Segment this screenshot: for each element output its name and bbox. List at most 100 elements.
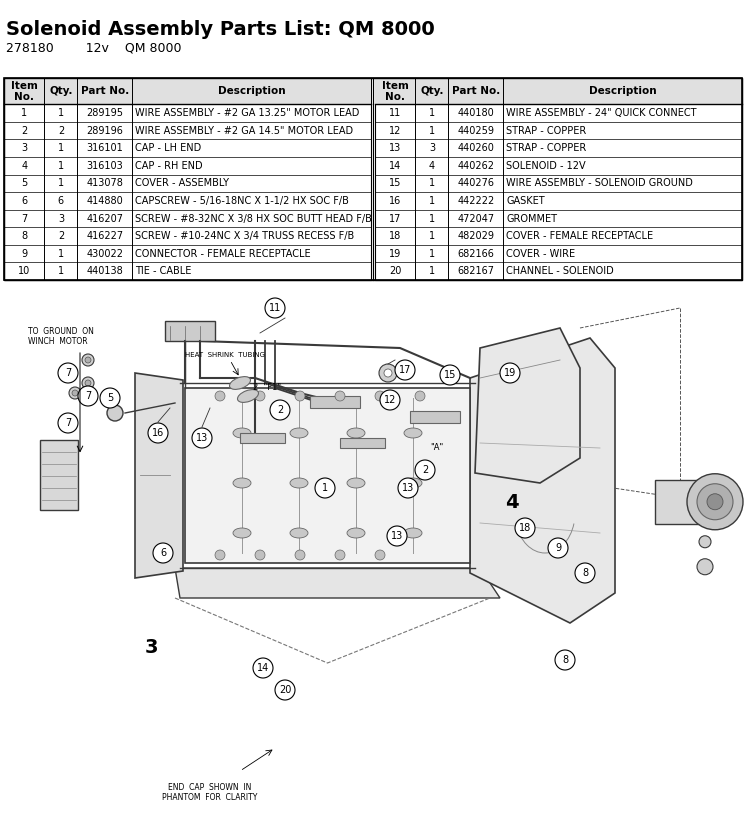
- Circle shape: [515, 518, 535, 538]
- Circle shape: [82, 377, 94, 389]
- Text: 14: 14: [257, 663, 269, 673]
- Text: 7: 7: [65, 368, 71, 378]
- Text: Item
No.: Item No.: [382, 80, 409, 101]
- Text: 16: 16: [389, 196, 401, 206]
- Text: 440262: 440262: [457, 161, 495, 171]
- Text: 316101: 316101: [87, 143, 123, 153]
- Text: 8: 8: [562, 655, 568, 665]
- Text: 20: 20: [279, 685, 291, 695]
- Text: 2: 2: [57, 231, 64, 241]
- Text: 6: 6: [21, 196, 28, 206]
- Circle shape: [78, 386, 98, 406]
- Text: WIRE ASSEMBLY - 24" QUICK CONNECT: WIRE ASSEMBLY - 24" QUICK CONNECT: [507, 108, 697, 118]
- Text: CAPSCREW - 5/16-18NC X 1-1/2 HX SOC F/B: CAPSCREW - 5/16-18NC X 1-1/2 HX SOC F/B: [136, 196, 349, 206]
- Ellipse shape: [347, 428, 365, 438]
- Text: 19: 19: [504, 368, 516, 378]
- Circle shape: [192, 428, 212, 448]
- Polygon shape: [470, 338, 615, 623]
- Text: 16: 16: [152, 428, 164, 438]
- Text: 17: 17: [389, 214, 401, 224]
- Circle shape: [387, 526, 407, 546]
- Polygon shape: [475, 328, 580, 483]
- Text: 18: 18: [389, 231, 401, 241]
- Text: 430022: 430022: [87, 249, 123, 259]
- Text: 1: 1: [429, 126, 435, 136]
- Text: 316103: 316103: [87, 161, 123, 171]
- Text: SCREW - #10-24NC X 3/4 TRUSS RECESS F/B: SCREW - #10-24NC X 3/4 TRUSS RECESS F/B: [136, 231, 354, 241]
- Text: SCREW - #8-32NC X 3/8 HX SOC BUTT HEAD F/B: SCREW - #8-32NC X 3/8 HX SOC BUTT HEAD F…: [136, 214, 372, 224]
- Text: CONNECTOR - FEMALE RECEPTACLE: CONNECTOR - FEMALE RECEPTACLE: [136, 249, 311, 259]
- Polygon shape: [135, 373, 183, 578]
- Text: 7: 7: [21, 214, 28, 224]
- Text: 440259: 440259: [457, 126, 495, 136]
- Text: 2: 2: [57, 126, 64, 136]
- Text: 278180        12v    QM 8000: 278180 12v QM 8000: [6, 42, 181, 55]
- Text: 6: 6: [160, 548, 166, 558]
- Circle shape: [85, 380, 91, 386]
- Text: CAP - RH END: CAP - RH END: [136, 161, 203, 171]
- Text: 1: 1: [322, 483, 328, 493]
- Bar: [310, 396, 360, 408]
- Ellipse shape: [233, 528, 251, 538]
- Text: 1: 1: [21, 108, 28, 118]
- Text: CAP - LH END: CAP - LH END: [136, 143, 201, 153]
- Circle shape: [687, 473, 743, 530]
- Circle shape: [82, 354, 94, 366]
- Text: 9: 9: [21, 249, 28, 259]
- Text: 289196: 289196: [87, 126, 123, 136]
- Circle shape: [398, 478, 418, 498]
- Circle shape: [69, 387, 81, 399]
- Circle shape: [335, 550, 345, 560]
- Bar: [375, 78, 742, 280]
- Text: 3: 3: [145, 638, 158, 657]
- Text: 4: 4: [21, 161, 28, 171]
- Text: 2: 2: [277, 405, 283, 415]
- Text: 3: 3: [58, 214, 64, 224]
- Text: 10: 10: [18, 266, 31, 277]
- Text: 1: 1: [429, 249, 435, 259]
- Text: 1: 1: [58, 143, 64, 153]
- Circle shape: [107, 405, 123, 421]
- Text: 682167: 682167: [457, 266, 495, 277]
- Circle shape: [148, 423, 168, 443]
- Text: 1: 1: [429, 196, 435, 206]
- Circle shape: [575, 563, 595, 583]
- Bar: [165, 321, 215, 341]
- Text: Qty.: Qty.: [420, 86, 444, 96]
- Text: 1: 1: [429, 266, 435, 277]
- Circle shape: [395, 360, 415, 380]
- Text: 440276: 440276: [457, 178, 495, 189]
- Text: 14: 14: [389, 161, 401, 171]
- Text: 413078: 413078: [87, 178, 123, 189]
- Text: 414880: 414880: [87, 196, 123, 206]
- Text: 442222: 442222: [457, 196, 495, 206]
- Text: 416227: 416227: [87, 231, 124, 241]
- Circle shape: [384, 369, 392, 377]
- Circle shape: [85, 357, 91, 363]
- Bar: [240, 433, 285, 443]
- Text: COVER - FEMALE RECEPTACLE: COVER - FEMALE RECEPTACLE: [507, 231, 653, 241]
- Text: Qty.: Qty.: [49, 86, 72, 96]
- Circle shape: [500, 363, 520, 383]
- Bar: [4, 78, 742, 280]
- Text: STRAP - COPPER: STRAP - COPPER: [507, 143, 586, 153]
- Text: WIRE ASSEMBLY - #2 GA 13.25" MOTOR LEAD: WIRE ASSEMBLY - #2 GA 13.25" MOTOR LEAD: [136, 108, 360, 118]
- Text: 440260: 440260: [457, 143, 495, 153]
- Text: 416207: 416207: [87, 214, 123, 224]
- Circle shape: [58, 363, 78, 383]
- Text: STRAP - COPPER: STRAP - COPPER: [507, 126, 586, 136]
- Circle shape: [275, 680, 295, 700]
- Text: 4: 4: [429, 161, 435, 171]
- Polygon shape: [175, 568, 500, 598]
- Text: 15: 15: [444, 370, 457, 380]
- Text: Item
No.: Item No.: [10, 80, 37, 101]
- Text: Solenoid Assembly Parts List: QM 8000: Solenoid Assembly Parts List: QM 8000: [6, 20, 435, 39]
- Text: 6: 6: [58, 196, 64, 206]
- Text: 7: 7: [85, 391, 91, 401]
- Circle shape: [153, 543, 173, 563]
- Text: 1: 1: [429, 108, 435, 118]
- Circle shape: [72, 390, 78, 396]
- Text: 13: 13: [389, 143, 401, 153]
- Ellipse shape: [347, 528, 365, 538]
- Circle shape: [315, 478, 335, 498]
